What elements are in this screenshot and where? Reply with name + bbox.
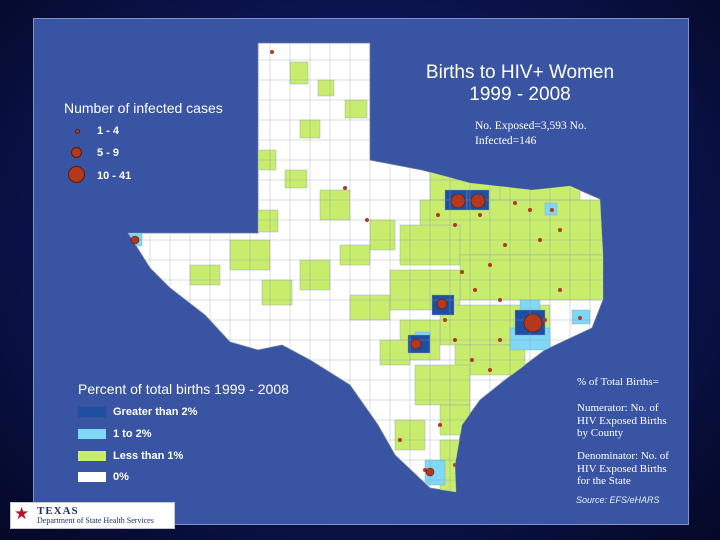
cases-legend-item-3: 10 - 41 [97,170,132,182]
note-denominator: Denominator: No. of HIV Exposed Births f… [577,450,669,487]
legend-dot-large [68,166,85,183]
title-line-2: 1999 - 2008 [469,84,571,105]
note-heading: % of Total Births= [577,376,659,388]
percent-legend-item-3: Less than 1% [113,450,184,462]
cases-legend-item-2: 5 - 9 [97,147,120,159]
dshs-logo: ★ TEXAS Department of State Health Servi… [10,502,175,529]
percent-legend-item-2: 1 to 2% [113,428,152,440]
source-credit: Source: EFS/eHARS [576,495,660,505]
case-dots [130,193,543,477]
percent-legend-item-1: Greater than 2% [113,406,198,418]
percent-legend-title: Percent of total births 1999 - 2008 [78,381,289,397]
note-numerator: Numerator: No. of HIV Exposed Births by … [577,402,667,439]
percent-legend-item-4: 0% [113,471,129,483]
map-title: Births to HIV+ Women 1999 - 2008 [400,62,640,106]
logo-department: Department of State Health Services [37,516,154,525]
swatch-zero [78,472,106,482]
legend-dot-medium [71,147,82,158]
swatch-1-to-2 [78,429,106,439]
exposure-stats: No. Exposed=3,593 No. Infected=146 [475,120,587,147]
cases-legend-title: Number of infected cases [64,100,223,116]
cases-legend-item-1: 1 - 4 [97,125,120,137]
swatch-less-than-1 [78,451,106,461]
legend-dot-small [75,129,80,134]
swatch-greater-than-2 [78,407,106,417]
title-line-1: Births to HIV+ Women [425,62,615,83]
logo-texas: TEXAS [37,505,79,517]
texas-star-icon: ★ [14,504,30,523]
